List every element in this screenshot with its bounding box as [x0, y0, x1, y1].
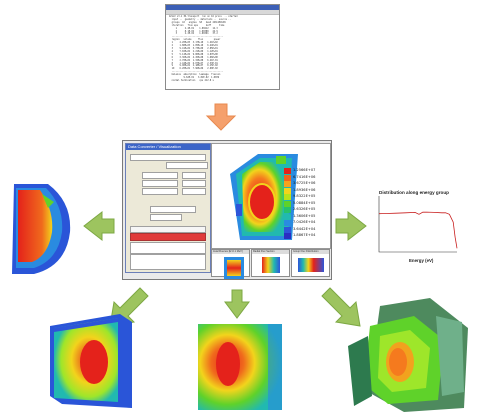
thumbnail-2[interactable]: Radial Flux Section — [251, 249, 290, 277]
converter-dialog: Data Converter / Visualization — [125, 143, 211, 273]
console-line: 2 8.1E-02 1.00388 24.9 — [169, 29, 218, 33]
console-line: balance absorption leakage fission — [169, 73, 221, 77]
console-line: 5 5.14E+02 9.80E+08 4.07E+00 — [169, 52, 218, 56]
min-field-2[interactable] — [142, 180, 178, 187]
right-arrow-green — [335, 210, 367, 242]
legend-swatch — [284, 194, 291, 200]
console-line: 3 2.2E-02 1.00391 37.2 — [169, 32, 218, 36]
console-line: region volume flux power — [169, 38, 221, 42]
group-field[interactable] — [166, 162, 208, 169]
chart-axes — [378, 196, 457, 253]
console-line: 10 6.20E+01 7.96E+06 2.90E-02 — [169, 67, 218, 71]
down-arrow-orange — [205, 103, 237, 131]
down-right-arrow-green — [321, 287, 361, 327]
display-type-select[interactable] — [150, 206, 196, 213]
legend-value: 6.7416E+06 — [293, 174, 316, 179]
legend-value: 5.0884E+05 — [293, 200, 316, 205]
console-screenshot: ACSLV v3.1 3D-transport run on 16 procs … — [165, 4, 280, 90]
legend-swatch — [284, 233, 291, 239]
console-line: 7 2.70E+02 1.32E+08 6.21E-01 — [169, 58, 218, 62]
thumbnail-image-1 — [224, 257, 244, 279]
console-line: ACSLV v3.1 3D-transport run on 16 procs … — [169, 15, 238, 18]
legend-value: 3.6442E+04 — [293, 226, 316, 231]
console-titlebar — [166, 5, 279, 10]
chart-series-line — [378, 211, 458, 249]
console-line: input .. geometry .. materials .. source… — [169, 17, 231, 21]
console-line: 9 9.90E+01 2.18E+07 8.15E-02 — [169, 64, 218, 68]
visualization-app-window: Data Converter / Visualization — [122, 140, 332, 280]
console-line: normal termination cpu 412.8 s — [169, 78, 214, 82]
console-line: 9.62E-01 3.81E-02 1.0039 — [169, 76, 220, 80]
legend-swatch — [284, 174, 291, 181]
console-menubar — [166, 10, 279, 15]
legend-swatch — [284, 220, 291, 226]
thumbnail-3[interactable]: Group Flux Distribution — [291, 249, 330, 277]
legend-swatch — [284, 187, 291, 194]
thumbnail-image-2 — [262, 257, 280, 273]
result-list[interactable] — [130, 254, 206, 270]
thumbnail-title-2: Radial Flux Section — [252, 250, 289, 254]
console-line: 4 7.02E+02 2.21E+09 1.12E+01 — [169, 49, 218, 53]
3d-view-panel — [211, 143, 331, 249]
energy-distribution-chart: Distribution along energy group Energy (… — [365, 180, 471, 266]
color-legend: 1.2566E+07 6.7416E+06 3.6725E+06 1.8936E+06… — [284, 168, 330, 240]
left-section-render — [12, 184, 71, 274]
bottom-center-render — [198, 324, 282, 410]
console-line: 6 3.36E+02 4.45E+08 1.96E+00 — [169, 55, 218, 59]
thumbnail-title-3: Group Flux Distribution — [292, 250, 329, 254]
legend-swatch — [284, 213, 291, 220]
legend-value: 1.8936E+06 — [293, 187, 316, 192]
console-line: --------------------------------------- — [169, 70, 223, 74]
legend-value: 3.6725E+06 — [293, 181, 316, 185]
thumbnail-title-1: Axial Fluence [E>0.1 MeV] — [212, 250, 249, 254]
thumbnail-strip: Axial Fluence [E>0.1 MeV] Radial Flux Se… — [211, 249, 330, 279]
layer-list[interactable] — [130, 242, 206, 254]
max-field-3[interactable] — [182, 188, 206, 195]
bottom-left-render — [50, 314, 132, 408]
console-line: 8 1.44E+02 6.07E+07 2.33E-01 — [169, 61, 218, 65]
legend-swatch — [284, 226, 291, 233]
legend-swatch — [284, 200, 291, 207]
console-line: iteration flux eps keff time — [169, 23, 225, 27]
display-option-select[interactable] — [150, 214, 182, 221]
option-box — [130, 226, 206, 233]
legend-value: 1.8867E+04 — [293, 233, 316, 237]
legend-value: 9.8322E+05 — [293, 194, 316, 198]
console-line: groups 42 angles S8 mesh 240x180x96 — [169, 20, 226, 24]
legend-value: 7.0426E+04 — [293, 220, 316, 224]
color-bar — [130, 233, 206, 241]
max-field-2[interactable] — [182, 180, 206, 187]
core-model-render — [230, 154, 298, 240]
left-arrow-green — [83, 210, 115, 242]
thumbnail-image-3 — [298, 258, 324, 272]
legend-value: 1.3606E+05 — [293, 213, 316, 218]
bottom-right-render — [348, 298, 468, 412]
min-field-3[interactable] — [142, 188, 178, 195]
file-field[interactable] — [130, 154, 206, 161]
console-line: --------------------------------------- — [169, 35, 223, 39]
legend-value: 1.2566E+07 — [293, 168, 316, 172]
chart-plot — [378, 196, 458, 253]
console-line: 3 9.41E+02 5.73E+09 2.05E+01 — [169, 46, 218, 50]
min-field[interactable] — [142, 172, 178, 179]
legend-swatch — [284, 207, 291, 213]
max-field[interactable] — [182, 172, 206, 179]
console-line: 1 4.20E+03 3.17E+10 1.21E+02 — [169, 41, 218, 45]
legend-swatch — [284, 168, 291, 174]
legend-value: 2.6326E+05 — [293, 207, 316, 211]
legend-swatch — [284, 181, 291, 187]
thumbnail-1[interactable]: Axial Fluence [E>0.1 MeV] — [211, 249, 250, 279]
chart-x-label: Energy (eV) — [409, 258, 434, 263]
console-output: ACSLV v3.1 3D-transport run on 16 procs … — [166, 15, 279, 84]
console-line: 2 1.88E+03 1.05E+10 6.44E+01 — [169, 44, 218, 48]
dialog-title: Data Converter / Visualization — [126, 144, 210, 150]
chart-title: Distribution along energy group — [379, 190, 449, 195]
console-line: 1 2.4E-01 1.00412 12.3 — [169, 26, 218, 30]
down-arrow-green — [224, 289, 250, 319]
